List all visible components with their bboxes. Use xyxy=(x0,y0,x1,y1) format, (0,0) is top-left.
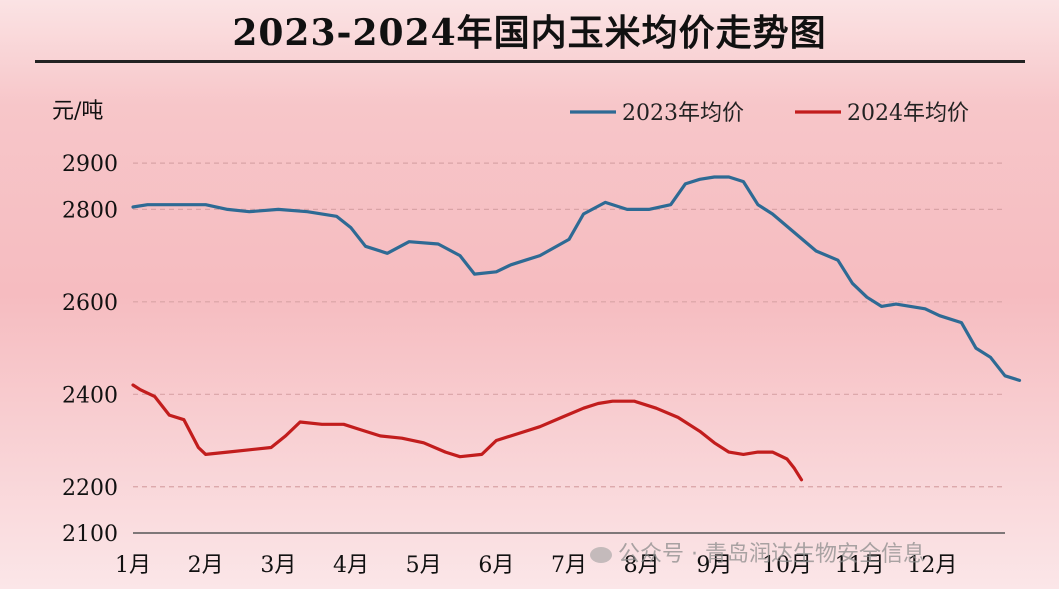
x-tick-label: 3月 xyxy=(260,553,296,578)
x-tick-label: 9月 xyxy=(696,553,732,578)
wechat-icon xyxy=(590,547,612,563)
x-tick-label: 2月 xyxy=(188,553,224,578)
y-axis-tick-labels: 2100 2200 2400 2600 2800 2900 xyxy=(62,152,118,547)
y-tick-label: 2600 xyxy=(62,291,118,316)
x-tick-label: 11月 xyxy=(835,553,885,578)
watermark-text: 公众号 · 青岛润达生物安全信息 xyxy=(618,542,925,567)
y-tick-label: 2200 xyxy=(62,476,118,501)
legend: 2023年均价 2024年均价 xyxy=(570,101,969,126)
y-tick-label: 2100 xyxy=(62,522,118,547)
title-underline xyxy=(35,60,1025,63)
x-tick-label: 10月 xyxy=(762,553,812,578)
y-axis-unit-label: 元/吨 xyxy=(52,99,103,124)
x-axis-tick-labels: 1月 2月 3月 4月 5月 6月 7月 8月 9月 10月 11月 12月 xyxy=(115,553,957,578)
series-line-2 xyxy=(131,383,804,482)
x-tick-label: 4月 xyxy=(333,553,369,578)
series-line-1 xyxy=(131,175,1022,382)
watermark: 公众号 · 青岛润达生物安全信息 xyxy=(590,536,925,568)
x-tick-label: 7月 xyxy=(551,553,587,578)
x-tick-label: 5月 xyxy=(406,553,442,578)
y-tick-label: 2800 xyxy=(62,198,118,223)
y-tick-label: 2900 xyxy=(62,152,118,177)
legend-label-2: 2024年均价 xyxy=(847,101,969,126)
x-tick-label: 6月 xyxy=(478,553,514,578)
legend-label-1: 2023年均价 xyxy=(622,101,744,126)
y-tick-label: 2400 xyxy=(62,383,118,408)
chart-title: 2023-2024年国内玉米均价走势图 xyxy=(232,12,827,54)
series-lines xyxy=(131,175,1022,482)
x-tick-label: 12月 xyxy=(907,553,957,578)
x-tick-label: 8月 xyxy=(624,553,660,578)
x-tick-label: 1月 xyxy=(115,553,151,578)
